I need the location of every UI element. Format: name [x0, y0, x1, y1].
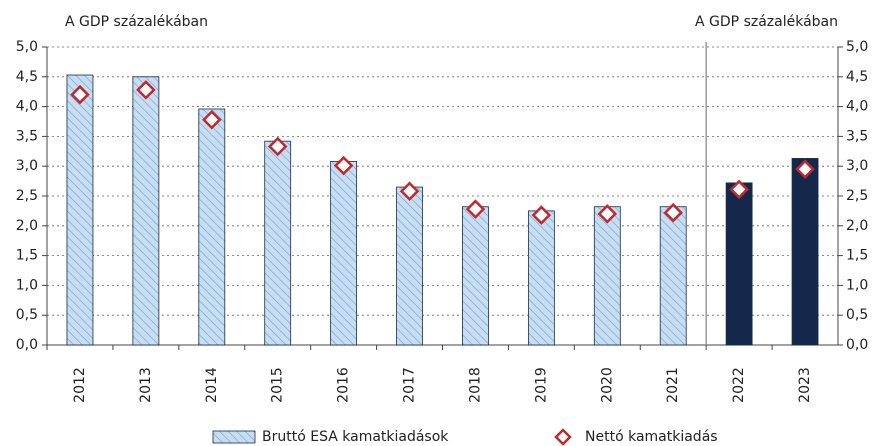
- x-tick-label: 2022: [731, 367, 747, 403]
- marker: [465, 199, 486, 219]
- legend-label: Bruttó ESA kamatkiadások: [262, 429, 449, 445]
- marker: [136, 80, 156, 100]
- marker: [663, 202, 683, 223]
- y2-tick-label: 3,0: [846, 158, 868, 174]
- y-tick-label: 5,0: [16, 39, 38, 55]
- y2-tick-label: 1,0: [846, 277, 868, 293]
- legend-swatch: [554, 428, 572, 446]
- marker: [333, 155, 354, 176]
- marker: [399, 181, 420, 201]
- y-tick-label: 0,0: [16, 337, 38, 353]
- bar: [198, 108, 226, 346]
- marker: [202, 109, 222, 130]
- x-tick-label: 2020: [599, 367, 615, 403]
- y-tick-label: 0,5: [16, 307, 38, 323]
- x-tick-label: 2023: [797, 367, 813, 403]
- bar: [66, 74, 94, 346]
- marker: [597, 204, 618, 224]
- y2-tick-label: 5,0: [846, 39, 868, 55]
- bar: [396, 186, 423, 346]
- x-tick-label: 2019: [533, 367, 549, 403]
- bar: [659, 206, 687, 346]
- bar: [462, 206, 489, 346]
- bar: [725, 182, 753, 346]
- marker: [729, 179, 749, 200]
- y-tick-label: 2,5: [16, 188, 38, 204]
- bar: [791, 158, 819, 346]
- marker: [531, 205, 552, 225]
- y2-tick-label: 0,0: [846, 337, 868, 353]
- y-tick-label: 3,0: [16, 158, 38, 174]
- y2-tick-label: 1,5: [846, 248, 868, 264]
- y-tick-label: 2,0: [16, 218, 38, 234]
- marker: [795, 159, 815, 179]
- x-tick-label: 2012: [72, 367, 88, 403]
- y-tick-label: 4,0: [16, 99, 38, 115]
- y2-tick-label: 3,5: [846, 128, 868, 144]
- bar: [330, 161, 358, 346]
- y2-tick-label: 4,0: [846, 99, 868, 115]
- y2-tick-label: 2,0: [846, 218, 868, 234]
- x-tick-label: 2017: [402, 367, 418, 403]
- x-tick-label: 2016: [336, 367, 352, 403]
- x-tick-label: 2013: [138, 367, 154, 403]
- y-tick-label: 4,5: [16, 69, 38, 85]
- x-tick-label: 2014: [204, 367, 220, 403]
- y2-axis-title: A GDP százalékában: [695, 14, 838, 30]
- y-tick-label: 1,0: [16, 277, 38, 293]
- x-tick-label: 2015: [270, 367, 286, 403]
- x-tick-label: 2021: [665, 367, 681, 403]
- y-tick-label: 3,5: [16, 128, 38, 144]
- marker: [70, 84, 90, 105]
- y-tick-label: 1,5: [16, 248, 38, 264]
- legend-label: Nettó kamatkiadás: [585, 429, 718, 445]
- bar: [527, 210, 555, 346]
- bar: [264, 140, 292, 346]
- x-tick-label: 2018: [467, 367, 483, 403]
- bar: [132, 76, 160, 346]
- legend-swatch: [212, 430, 256, 444]
- y2-tick-label: 0,5: [846, 307, 868, 323]
- y2-tick-label: 4,5: [846, 69, 868, 85]
- y2-tick-label: 2,5: [846, 188, 868, 204]
- marker: [267, 136, 288, 157]
- bar: [593, 206, 621, 346]
- y-axis-title: A GDP százalékában: [65, 14, 208, 30]
